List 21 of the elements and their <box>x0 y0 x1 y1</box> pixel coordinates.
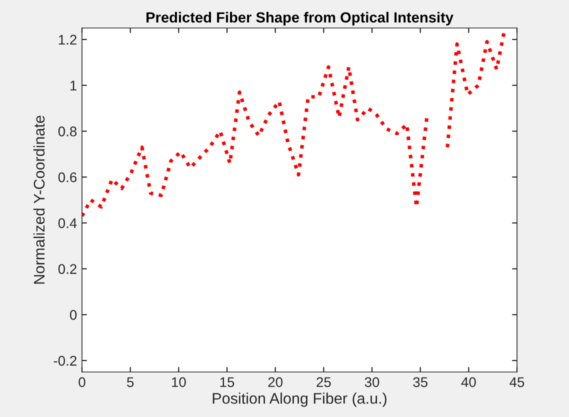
x-tick-label: 20 <box>268 377 283 388</box>
y-tick-label: 0.6 <box>58 172 77 182</box>
y-tick-label: 0 <box>70 310 77 320</box>
y-tick-label: -0.2 <box>54 356 76 366</box>
y-tick-label: 1 <box>70 80 76 90</box>
chart-title: Predicted Fiber Shape from Optical Intensity <box>146 12 454 26</box>
y-axis-title: Normalized Y-Coordinate <box>33 116 45 284</box>
x-tick-label: 30 <box>364 377 380 388</box>
x-axis-title: Position Along Fiber (a.u.) <box>212 392 386 407</box>
x-tick-label: 45 <box>510 377 524 388</box>
x-tick-label: 40 <box>461 377 476 388</box>
x-tick-label: 15 <box>220 377 234 388</box>
x-tick-label: 25 <box>316 377 331 388</box>
x-tick-label: 10 <box>172 377 186 388</box>
x-tick-label: 5 <box>127 377 134 388</box>
y-tick-label: 0.4 <box>58 218 77 228</box>
x-tick-label: 0 <box>78 377 86 388</box>
y-tick-label: 0.2 <box>58 264 76 274</box>
x-tick-label: 35 <box>413 377 428 388</box>
y-tick-label: 1.2 <box>58 34 76 44</box>
y-tick-label: 0.8 <box>58 126 77 136</box>
